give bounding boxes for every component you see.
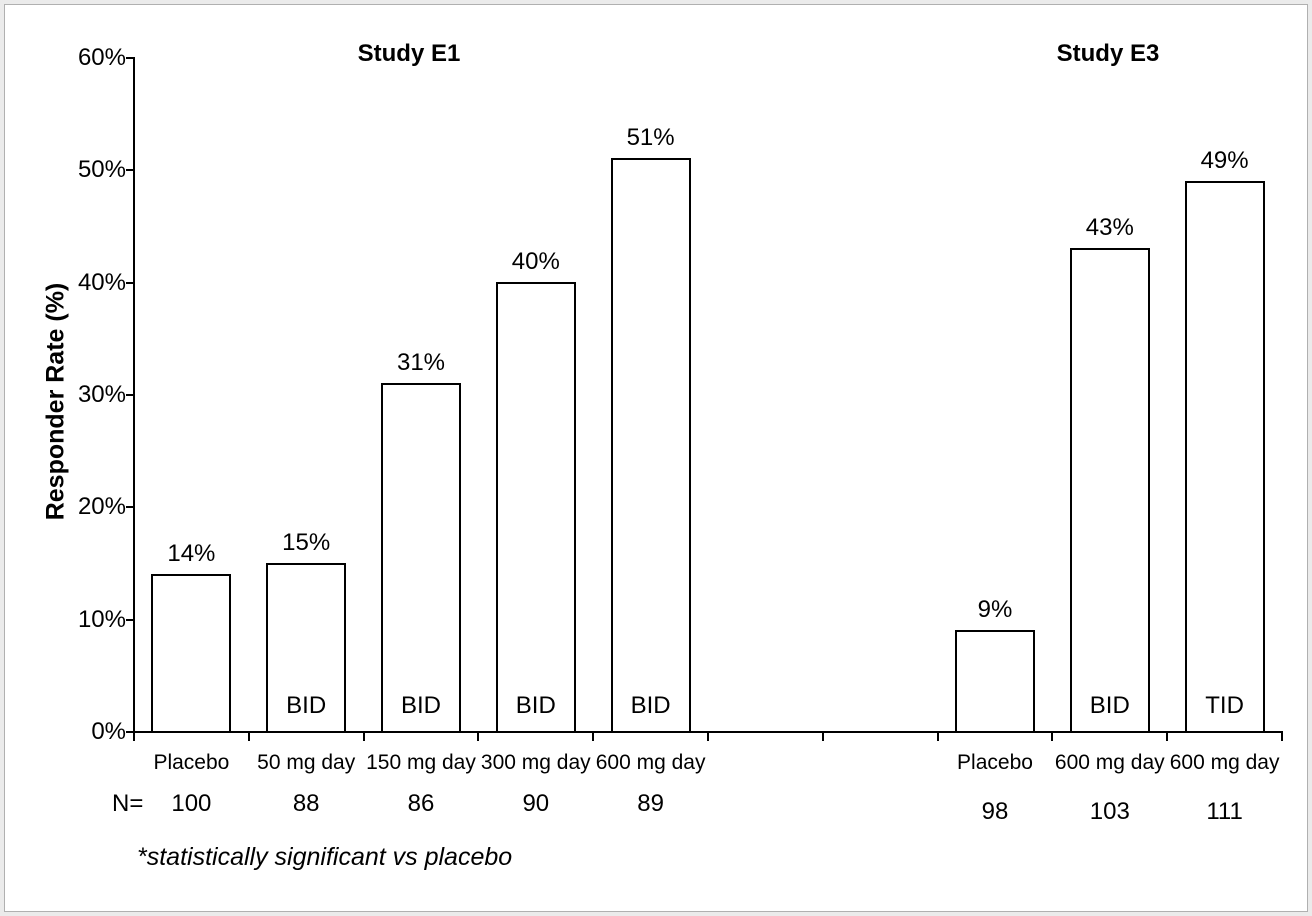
x-tick bbox=[1166, 733, 1169, 741]
x-axis-line bbox=[133, 731, 1283, 733]
regimen-label: BID bbox=[286, 692, 327, 719]
bar bbox=[955, 629, 1035, 733]
x-tick bbox=[936, 733, 939, 741]
bar: BID bbox=[610, 158, 691, 733]
bar-value-label: 15% bbox=[282, 528, 331, 556]
category-label: 600 mg day bbox=[595, 751, 706, 774]
category-label: Placebo bbox=[957, 751, 1033, 774]
n-value: 100 bbox=[171, 790, 212, 817]
y-tick-label: 10% bbox=[77, 605, 126, 633]
bar: BID bbox=[266, 562, 347, 733]
bar-value-label: 49% bbox=[1200, 146, 1249, 174]
study-e3-title: Study E3 bbox=[1056, 40, 1160, 67]
category-label: Placebo bbox=[153, 751, 230, 774]
bar-value-label: 51% bbox=[626, 124, 675, 152]
y-tick-label: 0% bbox=[91, 718, 126, 745]
y-tick-label: 40% bbox=[77, 268, 126, 296]
bar: TID bbox=[1184, 180, 1265, 733]
y-tick bbox=[126, 731, 133, 733]
footnote: *statistically significant vs placebo bbox=[137, 843, 513, 871]
y-tick-label: 30% bbox=[77, 381, 126, 408]
x-tick bbox=[592, 733, 595, 741]
regimen-label: BID bbox=[1089, 691, 1130, 719]
n-prefix-label: N= bbox=[112, 790, 144, 817]
y-axis-line bbox=[133, 57, 135, 733]
regimen-label: BID bbox=[400, 691, 441, 719]
n-value: 111 bbox=[1206, 798, 1243, 825]
y-tick bbox=[126, 394, 133, 396]
category-label: 600 mg day bbox=[1054, 751, 1165, 774]
bar-value-label: 14% bbox=[167, 539, 216, 567]
n-value: 98 bbox=[981, 798, 1009, 825]
bar-value-label: 43% bbox=[1085, 213, 1134, 241]
regimen-label: BID bbox=[515, 691, 556, 719]
study-e1-title: Study E1 bbox=[357, 40, 461, 67]
bar bbox=[151, 573, 232, 733]
n-value: 88 bbox=[292, 790, 320, 817]
bar: BID bbox=[495, 281, 576, 733]
x-tick bbox=[477, 733, 480, 741]
category-label: 150 mg day bbox=[366, 751, 476, 774]
n-value: 89 bbox=[637, 790, 664, 817]
bar-value-label: 40% bbox=[511, 247, 560, 275]
n-value: 103 bbox=[1089, 798, 1130, 825]
y-tick bbox=[126, 169, 133, 172]
y-tick bbox=[126, 57, 133, 59]
x-tick bbox=[133, 733, 135, 741]
x-tick bbox=[1281, 733, 1283, 741]
n-value: 90 bbox=[522, 790, 550, 817]
regimen-label: TID bbox=[1205, 691, 1244, 719]
x-tick bbox=[362, 733, 365, 741]
x-tick bbox=[821, 733, 824, 741]
y-tick bbox=[126, 618, 133, 621]
bar-value-label: 31% bbox=[396, 348, 446, 376]
y-tick bbox=[126, 281, 133, 284]
x-tick bbox=[247, 733, 250, 741]
category-label: 50 mg day bbox=[257, 751, 356, 774]
bar: BID bbox=[381, 382, 461, 733]
x-tick bbox=[707, 733, 709, 741]
x-tick bbox=[1051, 733, 1054, 741]
category-label: 300 mg day bbox=[480, 751, 591, 774]
y-tick bbox=[126, 506, 133, 509]
y-tick-label: 50% bbox=[77, 156, 126, 184]
category-label: 600 mg day bbox=[1169, 751, 1280, 774]
bar: BID bbox=[1069, 247, 1150, 733]
n-value: 86 bbox=[407, 790, 435, 817]
y-tick-label: 20% bbox=[77, 493, 126, 521]
y-tick-label: 60% bbox=[77, 44, 126, 71]
bar-value-label: 9% bbox=[977, 595, 1013, 623]
regimen-label: BID bbox=[630, 691, 671, 719]
